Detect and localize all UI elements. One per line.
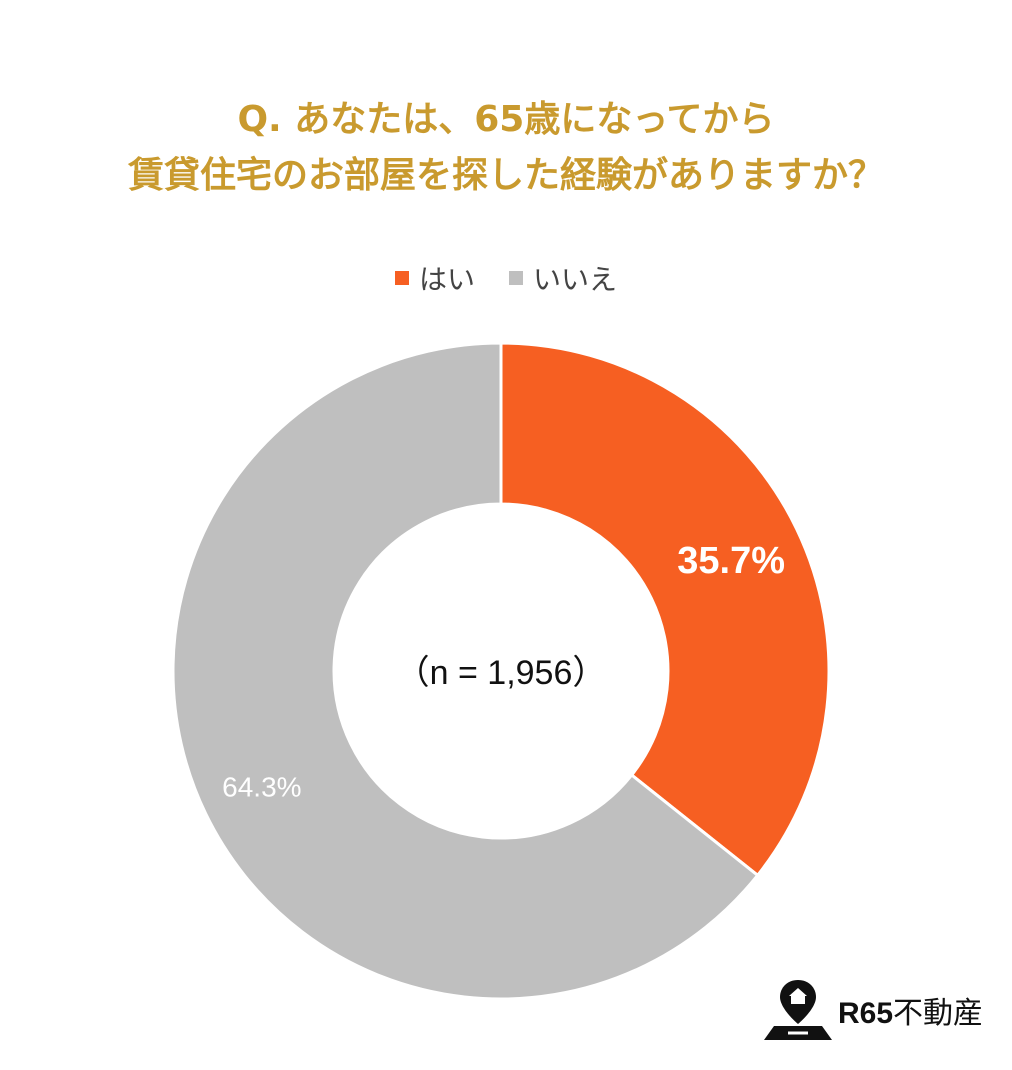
sample-size-label: （n = 1,956） [396,654,607,692]
legend-label-yes: はい [418,263,475,296]
legend-item-no: いいえ [509,258,617,298]
donut-slice-no [171,341,760,1001]
donut-slices [171,341,831,1001]
logo-brand-number: R65 [838,997,894,1030]
logo-text: R65不動産 [838,988,983,1032]
slice-label-yes: 35.7% [677,540,785,582]
title-line-2: 賃貸住宅のお部屋を探した経験がありますか？ [127,155,884,196]
house-pin-icon [764,980,832,1040]
legend: はい いいえ [0,258,1012,298]
r65-logo: R65不動産 [760,978,1000,1042]
logo-brand-name: 不動産 [893,997,984,1030]
donut-slice-yes [499,341,831,878]
legend-item-yes: はい [394,258,475,298]
legend-swatch-yes [394,271,409,285]
title-line-1: Q. あなたは、65歳になってから [237,99,775,140]
slice-labels: 35.7% 64.3% [222,540,785,802]
slice-label-no: 64.3% [222,771,301,802]
legend-swatch-no [509,271,523,285]
legend-label-no: いいえ [533,263,618,296]
chart-title: Q. あなたは、65歳になってから 賃貸住宅のお部屋を探した経験がありますか？ [0,92,1012,204]
